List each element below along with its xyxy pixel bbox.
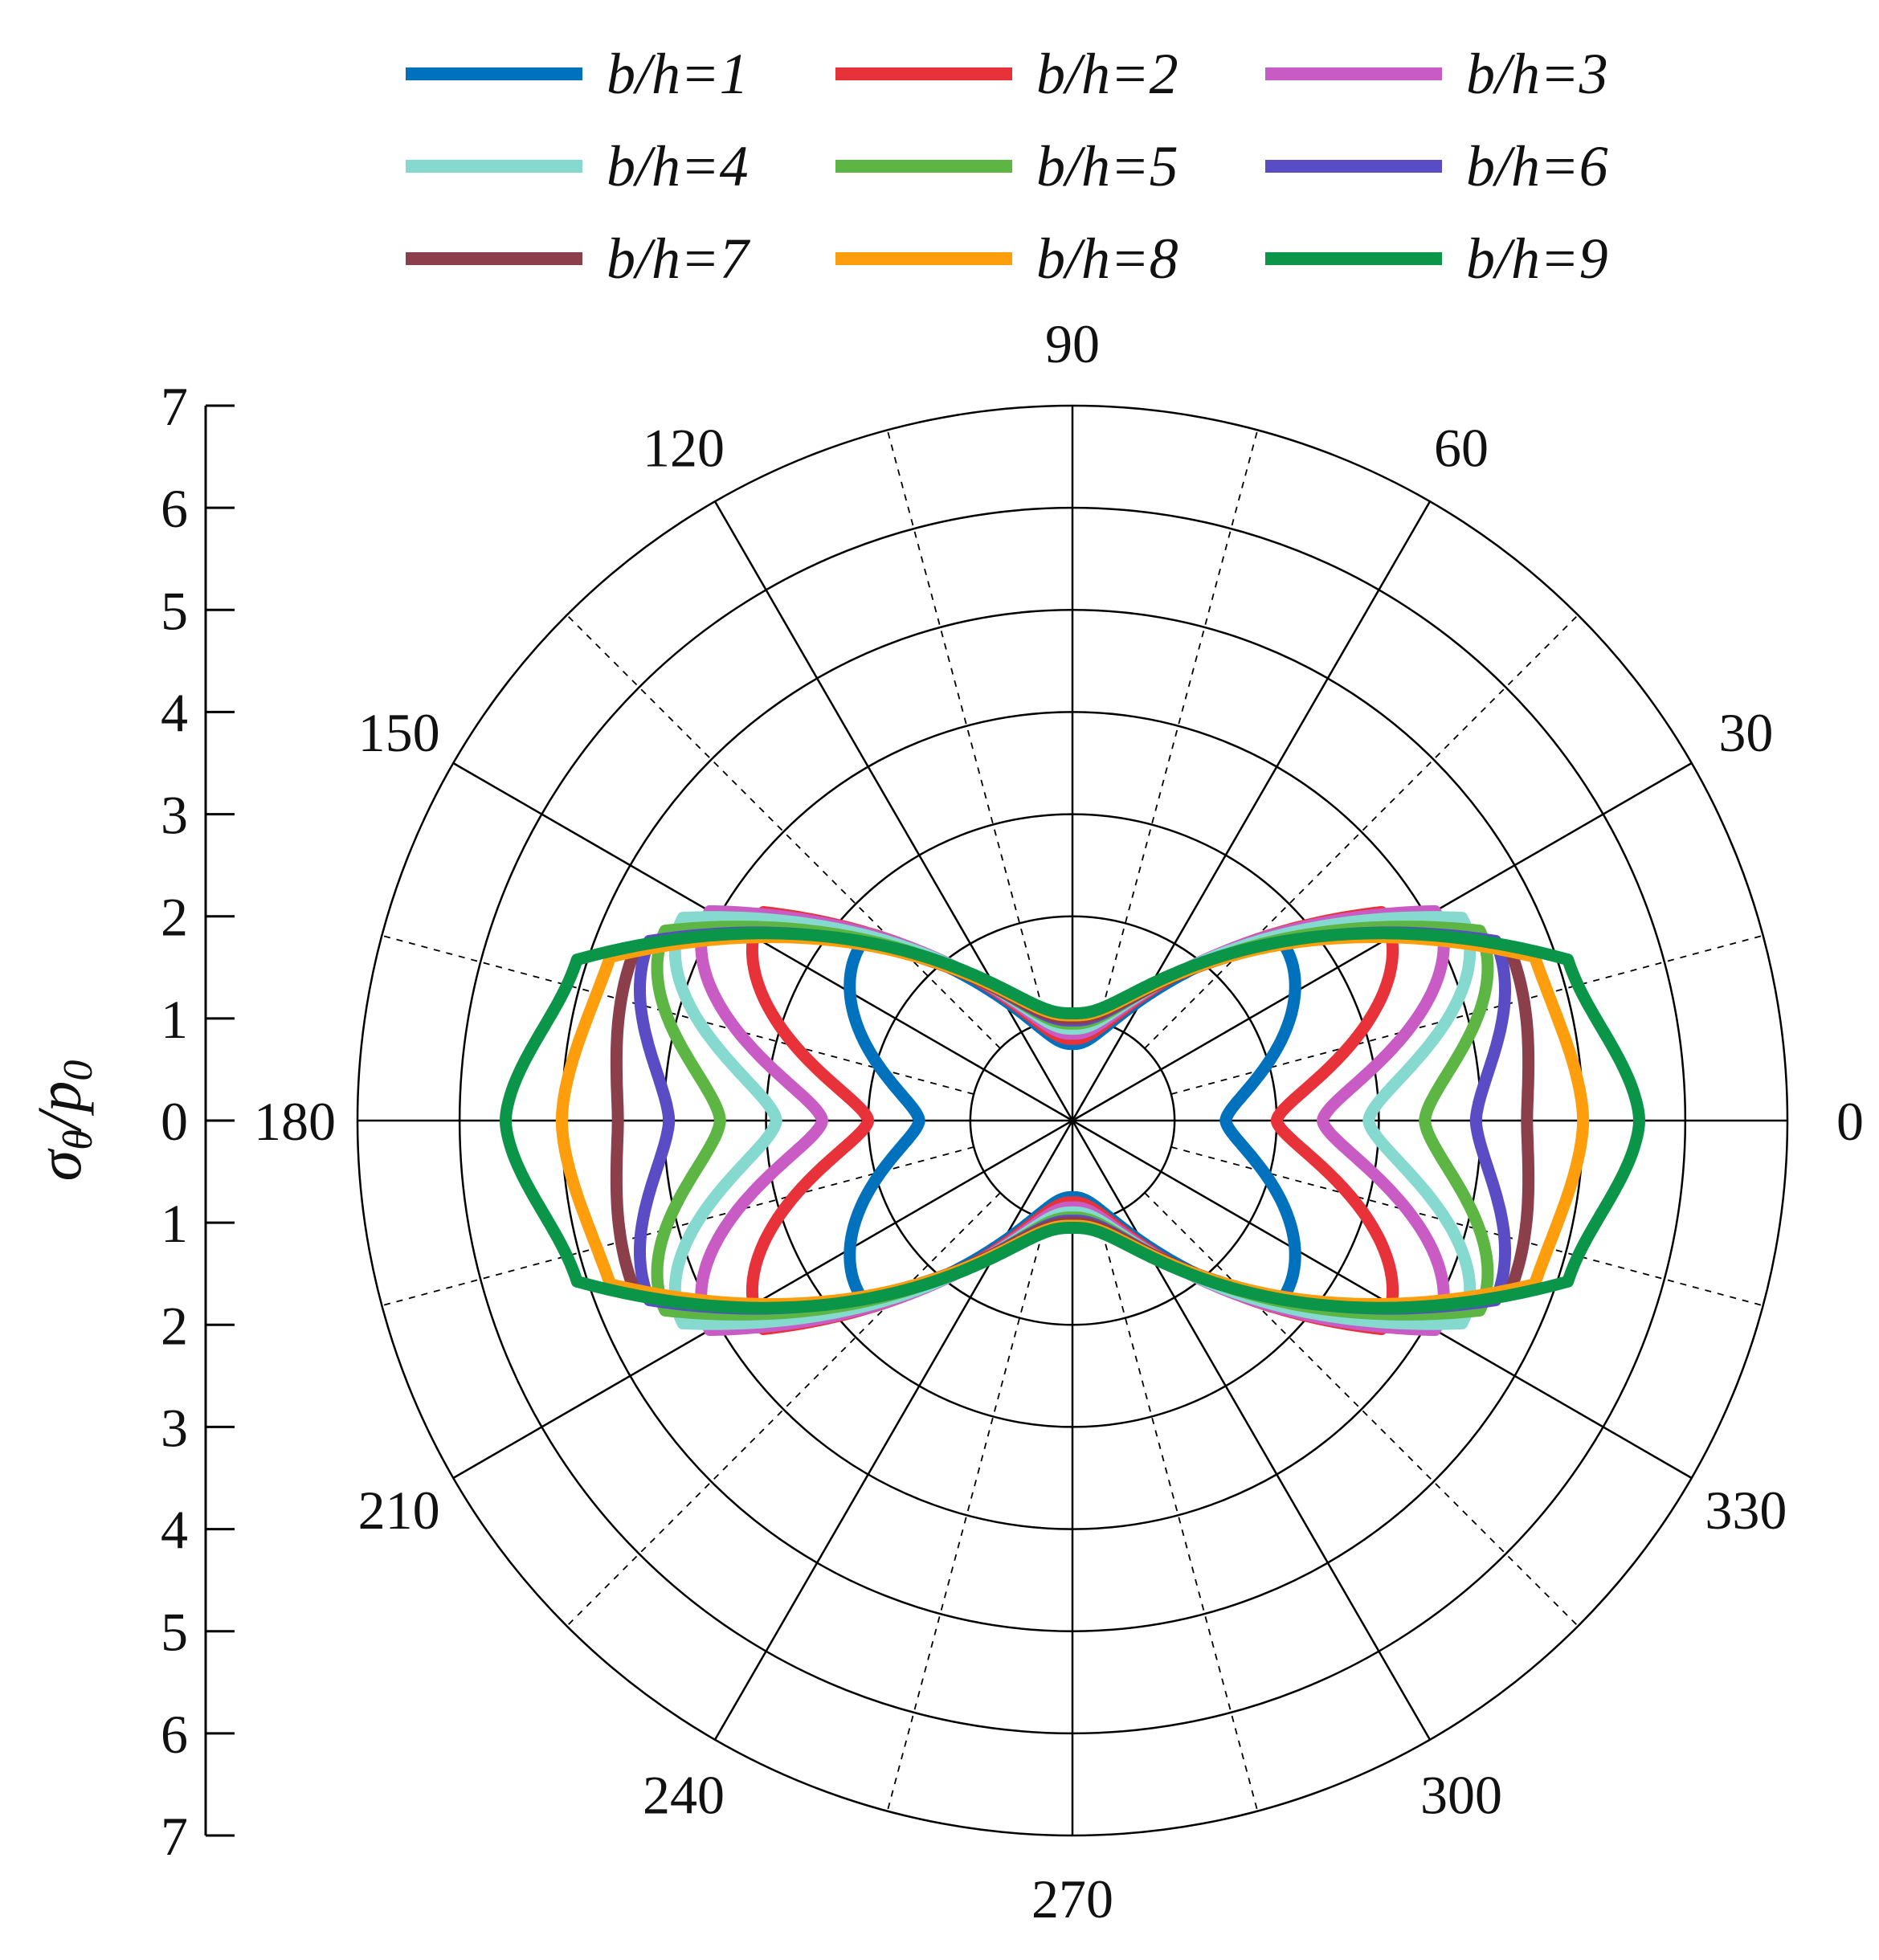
y-axis-label-mid: /p — [24, 1081, 94, 1133]
radial-tick-label: 3 — [161, 1397, 188, 1458]
radial-axis: 7 6 5 4 3 2 1 0 1 2 3 4 5 6 7 — [161, 376, 235, 1867]
angle-label-270: 270 — [1031, 1868, 1113, 1929]
angle-label-150: 150 — [358, 702, 440, 763]
series-line-9 — [499, 927, 1646, 1314]
y-axis-label-main: σ — [24, 1148, 94, 1181]
legend: b/h=1 b/h=2 b/h=3 b/h=4 b/h=5 b/h=6 b/h=7 b/h=8… — [406, 42, 1608, 291]
angle-labels: 0 30 60 90 120 150 180 210 240 270 300 330 — [254, 313, 1864, 1929]
y-axis-label-sub2: 0 — [55, 1060, 101, 1081]
legend-label-4: b/h=4 — [607, 134, 749, 198]
legend-label-8: b/h=8 — [1036, 227, 1178, 291]
legend-label-1: b/h=1 — [607, 42, 749, 106]
angle-label-120: 120 — [643, 418, 725, 479]
angle-label-30: 30 — [1718, 702, 1773, 763]
angle-label-180: 180 — [254, 1091, 336, 1152]
series-lines — [499, 904, 1646, 1337]
radial-tick-label: 5 — [161, 1602, 188, 1663]
angular-spokes — [357, 406, 1787, 1835]
spoke-300 — [1071, 1120, 1432, 1741]
spoke-120 — [713, 500, 1074, 1121]
legend-label-6: b/h=6 — [1466, 134, 1608, 198]
legend-label-2: b/h=2 — [1036, 42, 1178, 106]
angle-label-300: 300 — [1420, 1764, 1502, 1825]
radial-tick-label: 7 — [161, 376, 188, 437]
legend-label-5: b/h=5 — [1036, 134, 1178, 198]
y-axis-label: σθ/p0 — [24, 1060, 101, 1182]
angle-label-0: 0 — [1836, 1091, 1864, 1152]
angle-label-60: 60 — [1434, 418, 1489, 479]
radial-tick-label: 1 — [161, 989, 188, 1050]
legend-label-3: b/h=3 — [1466, 42, 1608, 106]
radial-tick-label: 2 — [161, 1295, 188, 1356]
radial-tick-label: 3 — [161, 785, 188, 846]
angle-label-240: 240 — [643, 1764, 725, 1825]
y-axis-label-sub1: θ — [55, 1129, 101, 1150]
radial-tick-label: 2 — [161, 887, 188, 948]
radial-tick-label: 5 — [161, 580, 188, 641]
radial-tick-label: 0 — [161, 1091, 188, 1152]
angle-label-330: 330 — [1705, 1480, 1787, 1541]
spoke-240 — [713, 1120, 1074, 1741]
angle-label-90: 90 — [1045, 313, 1100, 374]
spoke-60 — [1071, 500, 1432, 1121]
radial-tick-label: 4 — [161, 1500, 188, 1561]
radial-tick-label: 4 — [161, 682, 188, 743]
radial-tick-label: 6 — [161, 1704, 188, 1765]
radial-tick-label: 7 — [161, 1806, 188, 1867]
legend-label-9: b/h=9 — [1466, 227, 1608, 291]
radial-tick-label: 6 — [161, 478, 188, 539]
angle-label-210: 210 — [358, 1480, 440, 1541]
legend-label-7: b/h=7 — [607, 227, 751, 291]
radial-tick-label: 1 — [161, 1193, 188, 1254]
